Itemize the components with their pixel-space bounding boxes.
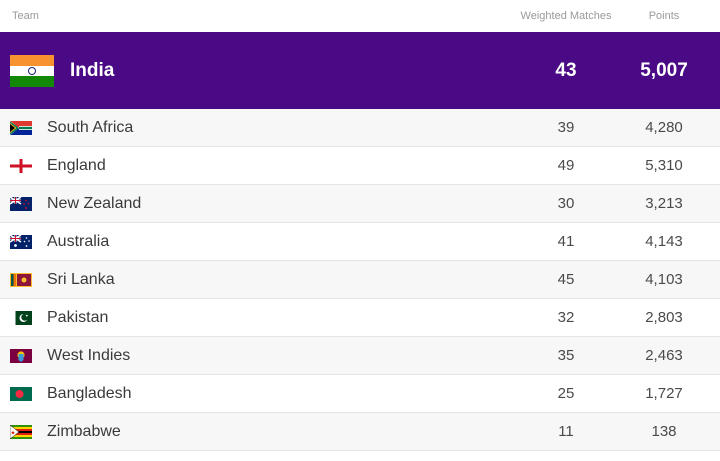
top-ranked-row[interactable]: India 43 5,007 xyxy=(0,32,720,109)
zimbabwe-flag-icon xyxy=(10,424,32,439)
team-name[interactable]: India xyxy=(70,59,115,81)
bangladesh-flag-icon xyxy=(10,386,32,401)
team-name[interactable]: Australia xyxy=(47,232,110,250)
table-row[interactable]: Bangladesh 25 1,727 xyxy=(0,375,720,413)
west-indies-flag-icon xyxy=(10,348,32,363)
team-name[interactable]: South Africa xyxy=(47,118,134,136)
points: 1,727 xyxy=(645,385,683,402)
team-name[interactable]: Pakistan xyxy=(47,308,109,326)
india-flag-icon xyxy=(10,54,54,87)
weighted-matches: 43 xyxy=(555,59,577,81)
sri-lanka-flag-icon xyxy=(10,272,32,287)
points: 2,463 xyxy=(645,347,683,364)
table-row[interactable]: South Africa 39 4,280 xyxy=(0,109,720,147)
team-name[interactable]: New Zealand xyxy=(47,194,142,212)
team-name[interactable]: Bangladesh xyxy=(47,384,132,402)
points: 138 xyxy=(651,423,677,440)
weighted-matches: 41 xyxy=(557,233,575,250)
weighted-matches: 45 xyxy=(557,271,575,288)
header-points[interactable]: Points xyxy=(648,10,680,22)
points: 3,213 xyxy=(645,195,683,212)
weighted-matches: 25 xyxy=(557,385,575,402)
team-name[interactable]: Zimbabwe xyxy=(47,422,121,440)
weighted-matches: 49 xyxy=(557,157,575,174)
rankings-table: Team Weighted Matches Points India 43 5,… xyxy=(0,0,720,451)
australia-flag-icon xyxy=(10,234,32,249)
weighted-matches: 11 xyxy=(558,423,574,440)
header-weighted-matches[interactable]: Weighted Matches xyxy=(520,10,612,22)
team-name[interactable]: West Indies xyxy=(47,346,131,364)
new-zealand-flag-icon xyxy=(10,196,32,211)
weighted-matches: 35 xyxy=(557,347,575,364)
points: 5,007 xyxy=(640,59,688,81)
team-name[interactable]: England xyxy=(47,156,106,174)
table-row[interactable]: Australia 41 4,143 xyxy=(0,223,720,261)
points: 4,103 xyxy=(645,271,683,288)
points: 4,143 xyxy=(645,233,683,250)
team-name[interactable]: Sri Lanka xyxy=(47,270,115,288)
weighted-matches: 32 xyxy=(557,309,575,326)
pakistan-flag-icon xyxy=(10,310,32,325)
header-team[interactable]: Team xyxy=(12,10,39,22)
weighted-matches: 39 xyxy=(557,119,575,136)
table-row[interactable]: New Zealand 30 3,213 xyxy=(0,185,720,223)
table-row[interactable]: England 49 5,310 xyxy=(0,147,720,185)
table-row[interactable]: Zimbabwe 11 138 xyxy=(0,413,720,451)
table-row[interactable]: Sri Lanka 45 4,103 xyxy=(0,261,720,299)
points: 2,803 xyxy=(645,309,683,326)
table-row[interactable]: Pakistan 32 2,803 xyxy=(0,299,720,337)
points: 5,310 xyxy=(645,157,683,174)
table-row[interactable]: West Indies 35 2,463 xyxy=(0,337,720,375)
england-flag-icon xyxy=(10,158,32,173)
weighted-matches: 30 xyxy=(557,195,575,212)
points: 4,280 xyxy=(645,119,683,136)
south-africa-flag-icon xyxy=(10,120,32,135)
table-header: Team Weighted Matches Points xyxy=(0,0,720,32)
